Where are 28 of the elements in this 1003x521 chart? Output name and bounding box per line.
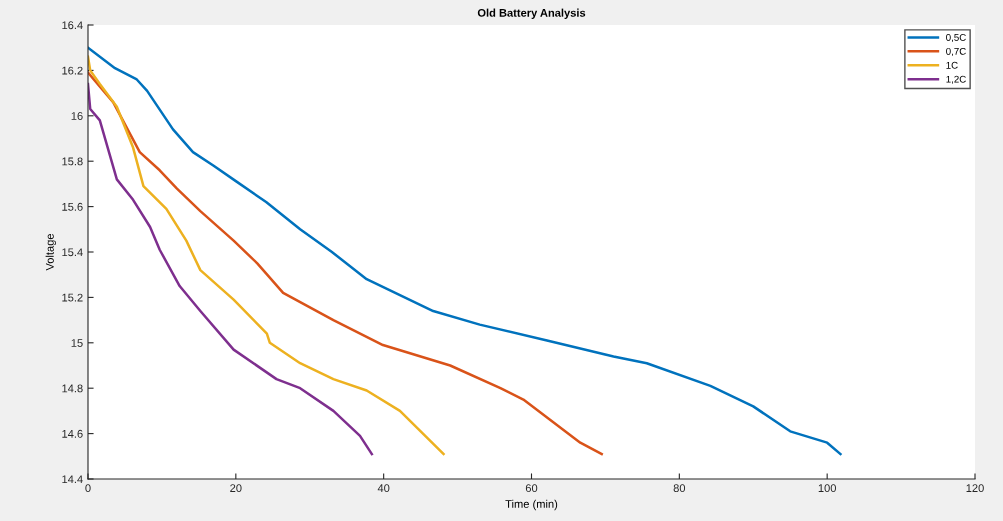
x-tick-label: 40 xyxy=(377,484,390,493)
y-tick-label: 14.8 xyxy=(62,384,83,393)
legend-label: 0,5C xyxy=(946,34,966,43)
y-tick-label: 16.2 xyxy=(62,66,83,75)
legend-label: 0,7C xyxy=(946,47,966,56)
y-tick-label: 16.4 xyxy=(62,21,83,30)
x-tick-label: 60 xyxy=(525,484,538,493)
y-tick-label: 16 xyxy=(71,112,83,120)
y-tick-label: 15.6 xyxy=(62,202,83,211)
x-tick-label: 100 xyxy=(818,484,836,493)
x-axis-title: Time (min) xyxy=(505,499,558,511)
line-series xyxy=(88,46,842,456)
y-tick-label: 15 xyxy=(71,339,83,347)
x-tick-label: 120 xyxy=(966,484,984,493)
line-series xyxy=(88,55,445,456)
legend-label: 1,2C xyxy=(946,75,966,84)
x-tick-label: 20 xyxy=(230,484,242,493)
y-tick-label: 14.4 xyxy=(62,475,83,484)
x-tick-label: 80 xyxy=(673,484,686,493)
y-tick-label: 15.8 xyxy=(62,157,83,166)
line-series xyxy=(88,71,603,456)
legend-label: 1C xyxy=(946,61,958,69)
y-tick-label: 14.6 xyxy=(62,429,83,438)
y-tick-label: 15.4 xyxy=(62,248,83,257)
chart-title: Old Battery Analysis xyxy=(477,8,586,19)
x-tick-label: 0 xyxy=(85,484,91,493)
y-tick-label: 15.2 xyxy=(62,293,83,302)
y-axis-title: Voltage xyxy=(45,233,56,271)
